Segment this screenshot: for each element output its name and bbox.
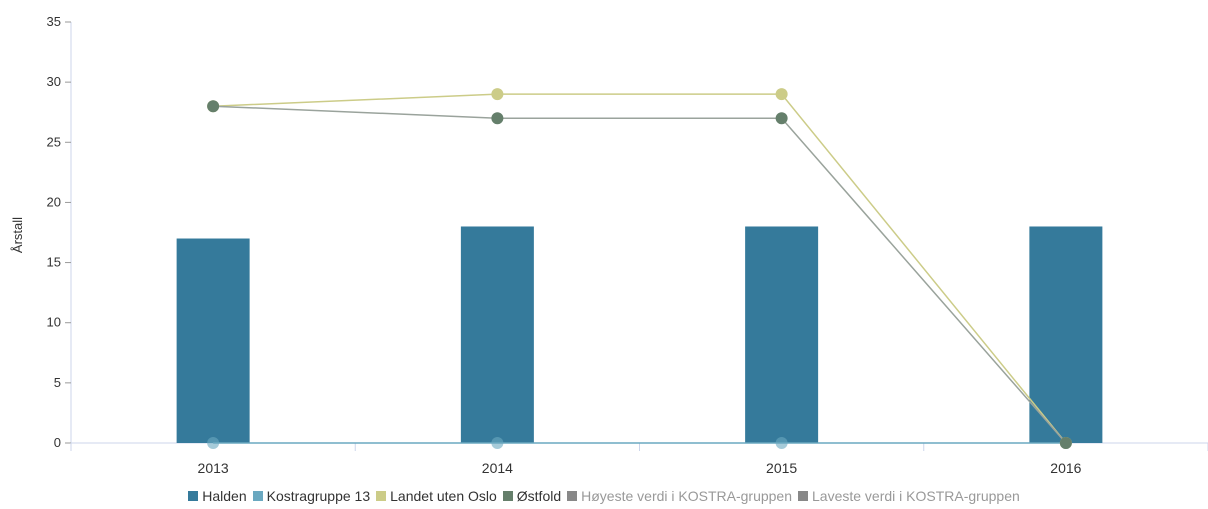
chart-title bbox=[70, 0, 1208, 16]
series-line-2 bbox=[213, 93, 1067, 444]
series-point-3 bbox=[775, 112, 788, 125]
bar-halden bbox=[460, 226, 534, 443]
y-tick-label: 10 bbox=[47, 315, 61, 330]
series-point-2 bbox=[491, 88, 504, 101]
bar-halden bbox=[745, 226, 819, 443]
bar-halden bbox=[1029, 226, 1103, 443]
series-point-3 bbox=[207, 100, 220, 113]
series-lines bbox=[213, 93, 1067, 444]
legend-label: Halden bbox=[202, 488, 247, 504]
legend-swatch bbox=[502, 491, 513, 501]
y-tick-label: 35 bbox=[47, 14, 61, 29]
legend-label: Laveste verdi i KOSTRA-gruppen bbox=[812, 488, 1020, 504]
y-tick-label: 30 bbox=[47, 74, 61, 89]
legend-item[interactable]: Kostragruppe 13 bbox=[252, 488, 371, 504]
x-tick-label: 2015 bbox=[766, 460, 797, 476]
y-tick-label: 0 bbox=[54, 435, 61, 450]
bars bbox=[176, 226, 1103, 443]
y-tick-label: 5 bbox=[54, 375, 61, 390]
legend-swatch bbox=[188, 491, 199, 501]
chart-svg: 0 5 10 15 20 25 30 35 2013 2014 2015 2016 Årstall bbox=[10, 14, 1208, 476]
series-point-1 bbox=[207, 437, 220, 449]
series-point-3 bbox=[491, 112, 504, 125]
legend-swatch bbox=[252, 491, 263, 501]
legend-label: Høyeste verdi i KOSTRA-gruppen bbox=[581, 488, 792, 504]
series-point-3 bbox=[1059, 437, 1072, 449]
legend-item[interactable]: Landet uten Oslo bbox=[376, 488, 497, 504]
legend-item[interactable]: Halden bbox=[188, 488, 247, 504]
legend: Halden Kostragruppe 13 Landet uten Oslo Øst… bbox=[0, 485, 1208, 507]
y-axis-label: Årstall bbox=[10, 217, 25, 253]
x-axis: 2013 2014 2015 2016 bbox=[70, 442, 1208, 476]
y-tick-label: 20 bbox=[47, 194, 61, 209]
bar-halden bbox=[176, 238, 250, 443]
legend-swatch bbox=[376, 491, 387, 501]
series-point-2 bbox=[775, 88, 788, 101]
y-axis: 0 5 10 15 20 25 30 35 bbox=[47, 14, 72, 450]
legend-label: Kostragruppe 13 bbox=[266, 488, 371, 504]
x-tick-label: 2014 bbox=[482, 460, 513, 476]
series-point-1 bbox=[775, 437, 788, 449]
legend-swatch bbox=[567, 491, 578, 501]
legend-item[interactable]: Laveste verdi i KOSTRA-gruppen bbox=[798, 488, 1020, 504]
legend-item[interactable]: Høyeste verdi i KOSTRA-gruppen bbox=[567, 488, 792, 504]
y-tick-label: 15 bbox=[47, 255, 61, 270]
legend-item[interactable]: Østfold bbox=[502, 488, 562, 504]
legend-label: Landet uten Oslo bbox=[390, 488, 497, 504]
series-point-1 bbox=[491, 437, 504, 449]
legend-label: Østfold bbox=[516, 488, 562, 504]
x-tick-label: 2016 bbox=[1050, 460, 1081, 476]
series-line-3 bbox=[213, 105, 1067, 444]
legend-swatch bbox=[798, 491, 808, 501]
series-points bbox=[207, 88, 1072, 449]
x-tick-label: 2013 bbox=[198, 460, 229, 476]
y-tick-label: 25 bbox=[47, 134, 61, 149]
